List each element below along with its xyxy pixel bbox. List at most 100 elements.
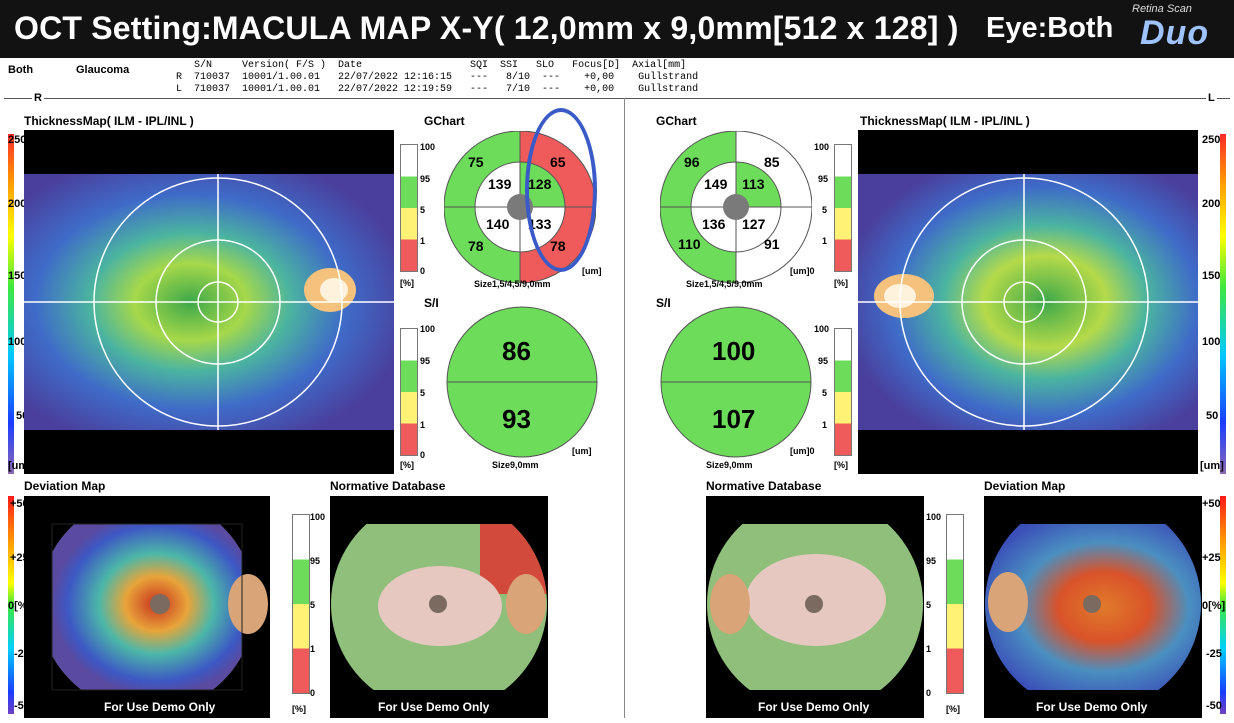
thickness-map-left <box>858 130 1198 474</box>
gchart-unit-left: [um]0 <box>790 266 815 276</box>
l-dev-m50: -50 <box>1206 700 1222 712</box>
info-row-right: R 710037 10001/1.00.01 22/07/2022 12:16:… <box>176 72 699 83</box>
l-norm-pct-95: 95 <box>926 556 937 566</box>
deviation-color-scale-right <box>8 496 14 714</box>
pct-0: 0 <box>420 266 426 276</box>
eye-label: Both <box>8 64 34 76</box>
l-pct-100: 100 <box>814 142 830 152</box>
gchart-r-inner-bl: 140 <box>486 216 510 232</box>
scale-250: 250 <box>8 134 27 146</box>
deviation-title-right: Deviation Map <box>24 479 106 493</box>
si-unit-left: [um]0 <box>790 446 815 456</box>
norm-pct-unit: [%] <box>292 704 306 714</box>
l-dev-m25: -25 <box>1206 648 1222 660</box>
si-pct-1: 1 <box>420 420 426 430</box>
gchart-unit-right: [um] <box>582 266 602 276</box>
l-norm-pct-5: 5 <box>926 600 932 610</box>
l-dev-p25: +25 <box>1202 552 1221 564</box>
si-pct-100: 100 <box>420 324 436 334</box>
si-size-right: Size9,0mm <box>492 460 539 470</box>
l-si-pct-5: 5 <box>822 388 828 398</box>
si-percent-scale-left <box>834 328 852 456</box>
pct-100: 100 <box>420 142 436 152</box>
l-pct-5: 5 <box>822 205 828 215</box>
normative-percent-scale-right <box>292 514 310 694</box>
l-si-pct-95: 95 <box>818 356 829 366</box>
l-dev-p50: +50 <box>1202 498 1221 510</box>
l-dev-zero: 0[%] <box>1202 600 1226 612</box>
gchart-l-outer-br: 91 <box>764 236 780 252</box>
norm-pct-100: 100 <box>310 512 326 522</box>
demo-watermark: For Use Demo Only <box>104 700 216 714</box>
norm-pct-5: 5 <box>310 600 316 610</box>
left-eye-label: L <box>1206 92 1217 104</box>
gchart-percent-scale-right <box>400 144 418 272</box>
info-column-headers: S/N Version( F/S ) Date SQI SSI SLO Focu… <box>176 60 687 71</box>
norm-pct-95: 95 <box>310 556 321 566</box>
gchart-size-left: Size1,5/4,5/9,0mm <box>686 279 763 289</box>
si-top-right: 86 <box>502 336 531 366</box>
gchart-l-inner-tl: 149 <box>704 176 728 192</box>
si-pct-5: 5 <box>420 388 426 398</box>
normative-map-left: For Use Demo Only <box>706 496 924 718</box>
si-title-right: S/I <box>424 296 439 310</box>
gchart-l-inner-bl: 136 <box>702 216 726 232</box>
pct-95: 95 <box>420 174 431 184</box>
pct-unit: [%] <box>400 278 414 288</box>
pct-1: 1 <box>420 236 426 246</box>
normative-percent-scale-left <box>946 514 964 694</box>
l-norm-pct-0: 0 <box>926 688 932 698</box>
gchart-r-outer-bl: 78 <box>468 238 484 254</box>
norm-pct-0: 0 <box>310 688 316 698</box>
l-pct-1: 1 <box>822 236 828 246</box>
l-norm-pct-unit: [%] <box>946 704 960 714</box>
si-bottom-right: 93 <box>502 404 531 434</box>
norm-pct-1: 1 <box>310 644 316 654</box>
si-pct-0: 0 <box>420 450 426 460</box>
scale-150: 150 <box>8 270 27 282</box>
normative-title-left: Normative Database <box>706 479 822 493</box>
si-top-left: 100 <box>712 336 756 366</box>
page-title: OCT Setting:MACULA MAP X-Y( 12,0mm x 9,0… <box>14 10 959 46</box>
thickness-map-svg-right <box>24 174 394 430</box>
l-si-pct-unit: [%] <box>834 460 848 470</box>
gchart-percent-scale-left <box>834 144 852 272</box>
gchart-title-right: GChart <box>424 114 465 128</box>
gchart-title-left: GChart <box>656 114 697 128</box>
l-scale-250: 250 <box>1202 134 1221 146</box>
brand-logo: Duo <box>1140 14 1210 52</box>
demo-watermark: For Use Demo Only <box>758 700 870 714</box>
right-eye-label: R <box>32 92 44 104</box>
l-norm-pct-1: 1 <box>926 644 932 654</box>
deviation-map-left: For Use Demo Only <box>984 496 1202 718</box>
gchart-l-inner-tr: 113 <box>742 176 765 192</box>
si-title-left: S/I <box>656 296 671 310</box>
deviation-color-scale-left <box>1220 496 1226 714</box>
gchart-l-outer-tl: 96 <box>684 154 700 170</box>
gchart-r-outer-tl: 75 <box>468 154 484 170</box>
si-pct-95: 95 <box>420 356 431 366</box>
deviation-title-left: Deviation Map <box>984 479 1066 493</box>
si-chart-right <box>446 306 598 458</box>
thickness-map-title-left: ThicknessMap( ILM - IPL/INL ) <box>860 114 1030 128</box>
l-scale-50: 50 <box>1206 410 1219 422</box>
thickness-color-scale-left <box>1220 134 1226 474</box>
demo-watermark: For Use Demo Only <box>378 700 490 714</box>
gchart-r-inner-tl: 139 <box>488 176 512 192</box>
gchart-l-outer-bl: 110 <box>678 236 701 252</box>
si-pct-unit: [%] <box>400 460 414 470</box>
gchart-l-outer-tr: 85 <box>764 154 780 170</box>
si-unit-right: [um] <box>572 446 592 456</box>
info-row-left: L 710037 10001/1.00.01 22/07/2022 12:19:… <box>176 84 699 95</box>
mode-label: Glaucoma <box>76 64 130 76</box>
center-divider <box>624 98 625 718</box>
l-si-pct-1: 1 <box>822 420 828 430</box>
pct-5: 5 <box>420 205 426 215</box>
l-pct-95: 95 <box>818 174 829 184</box>
gchart-l-inner-br: 127 <box>742 216 766 232</box>
l-si-pct-100: 100 <box>814 324 830 334</box>
scale-100: 100 <box>8 336 27 348</box>
thickness-map-right <box>24 130 394 474</box>
gchart-left <box>659 130 813 284</box>
l-scale-150: 150 <box>1202 270 1221 282</box>
